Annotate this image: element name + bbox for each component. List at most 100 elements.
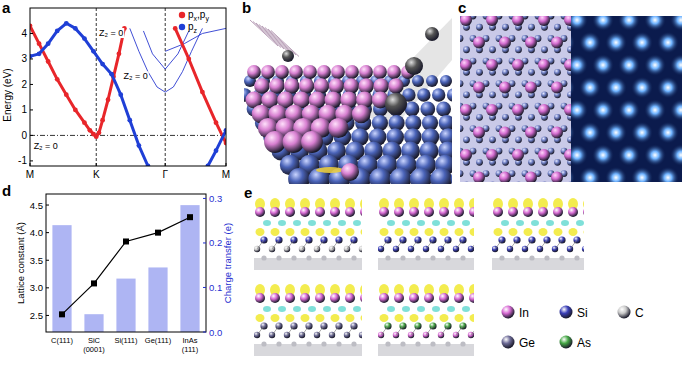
panel-label: c (458, 0, 466, 16)
bulk-atom (544, 255, 549, 260)
y-tick-label: 3.0 (30, 282, 43, 293)
substrate-atom (528, 159, 535, 166)
substrate-atom (432, 88, 445, 101)
panel-label: b (242, 0, 251, 16)
density-ground (378, 196, 474, 270)
y-tick (30, 33, 33, 34)
bulk-atom (400, 255, 405, 260)
legend-marker (179, 24, 185, 30)
y-tick (30, 135, 33, 136)
legend-marker (618, 306, 631, 319)
y-tick-label: 4.0 (30, 227, 43, 238)
density-lobe (331, 314, 340, 322)
indium-atom (270, 207, 280, 217)
indium-atom (329, 78, 344, 93)
legend-label: Ge (519, 336, 535, 350)
substrate-atom (528, 24, 535, 31)
band-line (130, 28, 203, 92)
bulk-atom (445, 341, 450, 346)
bulk-atom (261, 255, 266, 260)
substrate-atom (502, 69, 509, 76)
y-tick-label: 1 (21, 104, 27, 115)
y2-tick (203, 287, 206, 288)
y2-axis-title: Charge transfer (e) (222, 223, 233, 303)
density-panel (254, 282, 362, 356)
bulk-atom (321, 341, 326, 346)
indium-atom (331, 65, 345, 79)
bond (332, 326, 339, 335)
legend-label: In (519, 306, 529, 320)
indium-atom (285, 207, 295, 217)
density-lobe (440, 228, 449, 236)
indium-atom (300, 207, 310, 217)
indium-atom (345, 293, 355, 303)
substrate-atom (554, 114, 561, 121)
stm-spot (670, 144, 682, 166)
label-line: (0001) (83, 345, 105, 354)
density-ground (492, 196, 584, 270)
lattice-point (59, 311, 65, 317)
density-lobe (432, 220, 440, 226)
legend-marker (560, 306, 573, 319)
bond (332, 240, 339, 249)
density-lobe (447, 220, 455, 226)
bond (302, 326, 309, 335)
bar (84, 314, 103, 332)
indium-atom (473, 82, 485, 94)
density-lobe (338, 220, 346, 226)
indium-atom (424, 293, 434, 303)
density-lobe (584, 228, 585, 236)
band-point (118, 92, 123, 97)
annotation-patch (33, 141, 59, 151)
stm-spot (644, 16, 666, 31)
substrate-atom (515, 91, 522, 98)
indium-atom (499, 37, 511, 49)
indium-atom (387, 65, 401, 79)
band-point (136, 143, 141, 148)
bulk-atom (529, 255, 534, 260)
density-lobe (470, 228, 475, 236)
stm-spot (571, 54, 588, 76)
band-point (97, 130, 102, 135)
density-lobe (410, 228, 419, 236)
band-point (46, 59, 51, 64)
y2-tick-label: 0.3 (209, 193, 222, 204)
density-lobe (583, 198, 584, 210)
lattice-point (91, 280, 97, 286)
model-ground (460, 16, 571, 182)
density-lobe (539, 228, 548, 236)
band-line (143, 31, 188, 69)
stm-spot (579, 77, 601, 99)
substrate-atom (460, 125, 463, 132)
indium-atom (424, 207, 434, 217)
indium-atom (315, 293, 325, 303)
indium-atom (564, 104, 571, 116)
band-line (30, 26, 226, 143)
bond (456, 240, 463, 249)
bond (396, 240, 403, 249)
bond (426, 326, 433, 335)
indium-atom (460, 16, 472, 26)
bulk-atom (385, 255, 390, 260)
density-lobe (516, 220, 524, 226)
band-point (109, 72, 114, 77)
indium-atom (538, 207, 548, 217)
density-lobe (263, 306, 271, 312)
indium-atom (254, 78, 269, 93)
density-lobe (301, 228, 310, 236)
indium-atom (345, 207, 355, 217)
bulk-atom (351, 255, 356, 260)
bulk-atom (306, 341, 311, 346)
indium-atom (551, 82, 563, 94)
substrate-atom (502, 114, 509, 121)
panel-d: 2.53.03.54.04.50.00.10.20.3C(111)SiC(000… (15, 193, 233, 354)
bands (30, 21, 226, 166)
density-ground (254, 282, 362, 356)
density-lobe (425, 314, 434, 322)
stm-spot (579, 32, 601, 54)
y2-tick (203, 242, 206, 243)
density-lobe (316, 228, 325, 236)
x-tick-label: M (222, 169, 230, 180)
indium-atom (373, 78, 388, 93)
bulk-atom (514, 255, 519, 260)
